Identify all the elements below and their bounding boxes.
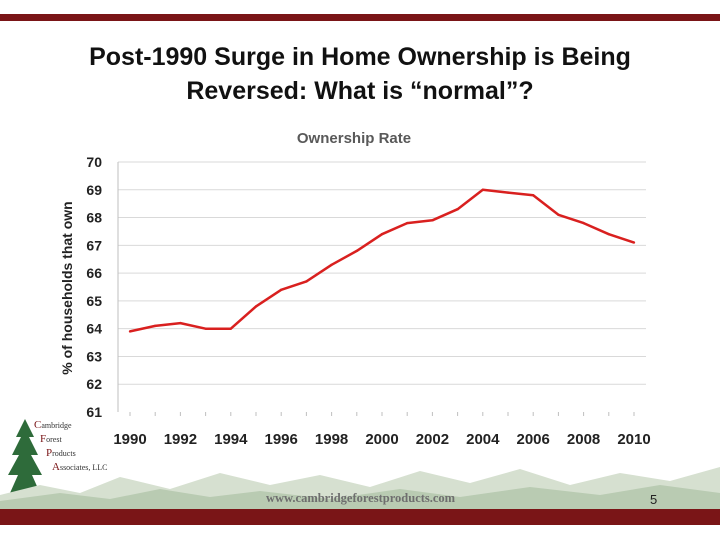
data-point <box>481 188 484 191</box>
logo-line-2: Forest <box>40 433 62 445</box>
slide-title: Post-1990 Surge in Home Ownership is Bei… <box>20 40 700 108</box>
data-point <box>330 263 333 266</box>
series-layer <box>128 188 636 333</box>
page-number: 5 <box>650 492 658 507</box>
top-accent-bar <box>0 14 720 21</box>
ownership-rate-line <box>129 188 635 333</box>
slide-title-line-1: Post-1990 Surge in Home Ownership is Bei… <box>89 43 631 71</box>
mountain-silhouette <box>0 467 720 509</box>
data-point <box>632 241 636 244</box>
bottom-accent-bar <box>0 509 720 525</box>
data-point <box>179 321 182 325</box>
x-tick-label: 1992 <box>164 431 197 448</box>
y-tick-label: 69 <box>86 182 102 198</box>
y-tick-label: 61 <box>86 404 102 420</box>
data-point <box>280 288 283 291</box>
data-point <box>204 327 207 330</box>
x-tick-label: 1994 <box>214 431 248 448</box>
data-point <box>406 221 409 225</box>
company-logo: Cambridge Forest Products Associates, LL… <box>8 419 108 503</box>
x-tick-label: 1990 <box>113 431 146 448</box>
y-tick-label: 62 <box>86 376 102 392</box>
data-point <box>305 280 308 283</box>
x-tick-label: 2000 <box>365 431 398 448</box>
y-tick-label: 67 <box>86 237 102 253</box>
y-tick-label: 63 <box>86 348 102 364</box>
data-point <box>154 324 157 328</box>
x-tick-label: 2004 <box>466 431 500 448</box>
data-point <box>254 305 258 308</box>
gridlines <box>117 161 646 416</box>
data-point <box>532 194 535 197</box>
data-point <box>229 327 232 330</box>
x-tick-label: 2006 <box>517 431 550 448</box>
data-point <box>506 191 510 194</box>
y-tick-label: 64 <box>86 321 102 337</box>
data-point <box>582 221 585 225</box>
data-point <box>431 219 434 222</box>
y-tick-label: 65 <box>86 293 102 309</box>
y-tick-labels: 70 69 68 67 66 65 64 63 62 61 <box>86 154 102 420</box>
logo-line-1: Cambridge <box>34 419 72 431</box>
data-point <box>380 233 384 236</box>
y-tick-label: 68 <box>86 210 102 226</box>
logo-line-3: Products <box>46 447 76 459</box>
x-tick-label: 2002 <box>416 431 449 448</box>
x-tick-label: 2010 <box>617 431 650 448</box>
data-point <box>607 233 610 236</box>
x-tick-label: 1998 <box>315 431 348 448</box>
x-tick-labels: 1990 1992 1994 1996 1998 2000 2002 2004 2006 2008… <box>113 431 650 448</box>
data-point <box>557 213 560 216</box>
y-axis-label: % of households that own <box>59 201 75 374</box>
y-tick-label: 66 <box>86 265 102 281</box>
slide-title-line-2: Reversed: What is “normal”? <box>186 77 534 105</box>
y-tick-label: 70 <box>86 154 102 170</box>
x-tick-label: 2008 <box>567 431 600 448</box>
logo-line-4: Associates, LLC <box>52 461 108 473</box>
chart-title: Ownership Rate <box>297 130 411 147</box>
data-point <box>355 249 358 253</box>
data-point <box>128 330 132 333</box>
x-tick-label: 1996 <box>265 431 298 448</box>
footer-url[interactable]: www.cambridgeforestproducts.com <box>266 491 456 505</box>
data-point <box>456 208 459 211</box>
